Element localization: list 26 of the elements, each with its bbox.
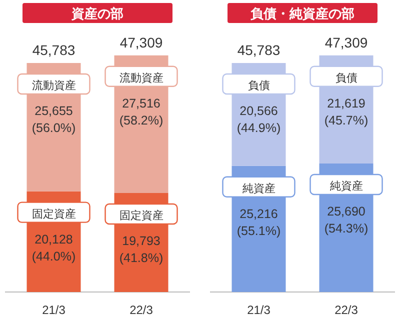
x-tick-label: 21/3 xyxy=(247,303,271,317)
series-label: 流動資産 xyxy=(32,79,76,92)
data-label: 27,516 (58.2%) xyxy=(119,96,164,128)
data-label: 20,128 (44.0%) xyxy=(32,232,76,264)
text: 流動資産 xyxy=(119,72,164,84)
x-tick-label: 22/3 xyxy=(130,303,154,317)
total-label: 45,783 xyxy=(32,42,76,58)
x-tick-label: 21/3 xyxy=(42,303,66,317)
x-tick-label: 22/3 xyxy=(334,303,358,317)
series-label: 負債 xyxy=(248,80,270,92)
total-label: 47,309 xyxy=(120,34,163,50)
text: 負債 xyxy=(335,72,358,84)
total-label: 47,309 xyxy=(324,34,368,50)
text: 純資産 xyxy=(330,180,363,193)
data-label: 21,619 (45.7%) xyxy=(324,96,368,128)
chart-title: 資産の部 xyxy=(70,6,124,21)
data-label: 25,655 (56.0%) xyxy=(32,104,76,136)
text: 固定資産 xyxy=(119,210,164,222)
data-label: 20,566 (44.9%) xyxy=(236,104,281,136)
series-label: 固定資産 xyxy=(32,207,76,220)
total-label: 45,783 xyxy=(237,42,280,58)
chart-title: 負債・純資産の部 xyxy=(250,6,354,21)
data-label: 25,216 (55.1%) xyxy=(236,206,281,238)
series-label: 純資産 xyxy=(242,182,276,195)
data-label: 25,690 (54.3%) xyxy=(324,204,368,236)
data-label: 19,793 (41.8%) xyxy=(119,234,164,266)
